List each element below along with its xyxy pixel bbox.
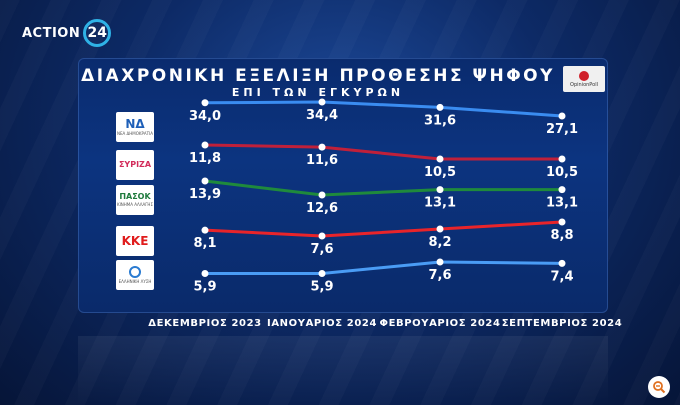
party-logo-label: ΣΥΡΙΖΑ [118, 160, 152, 169]
data-point [318, 191, 326, 199]
chart-subtitle: ΕΠΙ ΤΩΝ ΕΓΚΥΡΩΝ [231, 86, 405, 99]
data-point [201, 177, 209, 185]
data-point [201, 141, 209, 149]
data-point [436, 103, 444, 111]
channel-logo-circle: 24 [83, 19, 112, 47]
party-logo-subtitle: ΝΕΑ ΔΗΜΟΚΡΑΤΙΑ [116, 131, 153, 136]
pollster-logo-icon [579, 70, 589, 81]
syriza-logo-icon: ΣΥΡΙΖΑ [116, 150, 154, 180]
data-label: 8,2 [428, 235, 451, 250]
zoom-icon [653, 381, 666, 394]
channel-logo-text: ACTION [22, 25, 81, 41]
data-label: 5,9 [310, 280, 333, 295]
data-point [318, 232, 326, 240]
data-label: 13,1 [424, 196, 456, 211]
data-point [436, 225, 444, 233]
party-logo-subtitle: ΚΙΝΗΜΑ ΑΛΛΑΓΗΣ [117, 202, 153, 207]
zoom-button[interactable] [648, 376, 670, 398]
data-label: 5,9 [193, 280, 216, 295]
series-line [204, 220, 563, 238]
series-line [204, 179, 562, 197]
data-point [558, 112, 566, 120]
chart-title: ΔΙΑΧΡΟΝΙΚΗ ΕΞΕΛΙΞΗ ΠΡΟΘΕΣΗΣ ΨΗΦΟΥ [81, 66, 555, 86]
data-label: 27,1 [546, 122, 578, 137]
data-label: 10,5 [546, 165, 578, 180]
pasok-logo-icon: ΠΑΣΟΚ ΚΙΝΗΜΑ ΑΛΛΑΓΗΣ [116, 185, 154, 215]
data-point [436, 186, 444, 194]
floor-reflection [78, 336, 608, 405]
data-point [436, 258, 444, 266]
data-label: 34,0 [189, 109, 221, 124]
pollster-name: OpinionPoll [570, 81, 598, 88]
data-label: 7,6 [310, 242, 333, 257]
data-point [436, 155, 444, 163]
x-axis-tick-label: ΣΕΠΤΕΜΒΡΙΟΣ 2024 [501, 318, 623, 329]
data-label: 11,8 [189, 151, 221, 166]
data-point [318, 143, 326, 151]
data-label: 12,6 [306, 201, 338, 216]
data-label: 7,6 [428, 268, 451, 283]
data-label: 10,5 [424, 165, 456, 180]
x-axis-tick-label: ΦΕΒΡΟΥΑΡΙΟΣ 2024 [379, 318, 501, 329]
data-label: 7,4 [550, 269, 573, 284]
data-point [558, 259, 566, 267]
series-line [205, 260, 563, 275]
channel-logo: ACTION 24 [22, 18, 112, 48]
nd-logo-icon: ΝΔ ΝΕΑ ΔΗΜΟΚΡΑΤΙΑ [116, 112, 154, 142]
data-point [201, 226, 209, 234]
data-label: 8,1 [193, 236, 216, 251]
party-logo-label: ΠΑΣΟΚ [119, 192, 151, 201]
data-label: 13,9 [189, 187, 221, 202]
data-point [558, 218, 566, 226]
pollster-logo: OpinionPoll [563, 66, 605, 92]
party-logo-label: ΚΚΕ [121, 234, 149, 248]
party-logo-subtitle: ΕΛΛΗΝΙΚΗ ΛΥΣΗ [118, 279, 152, 284]
data-label: 11,6 [306, 153, 338, 168]
data-point [318, 270, 326, 277]
party-logo-label: ΝΔ [125, 117, 145, 131]
channel-logo-number: 24 [87, 25, 107, 41]
data-point [201, 99, 209, 107]
party-logo-emblem [129, 266, 141, 278]
data-label: 34,4 [306, 108, 338, 123]
kke-logo-icon: ΚΚΕ [116, 226, 154, 256]
x-axis-tick-label: ΔΕΚΕΜΒΡΙΟΣ 2023 [148, 318, 262, 329]
series-line [204, 143, 562, 161]
data-label: 13,1 [546, 196, 578, 211]
data-point [318, 98, 326, 106]
series-line [204, 100, 563, 118]
x-axis-tick-label: ΙΑΝΟΥΑΡΙΟΣ 2024 [266, 318, 378, 329]
elliniki-lysi-logo-icon: ΕΛΛΗΝΙΚΗ ΛΥΣΗ [116, 260, 154, 290]
data-point [558, 155, 566, 163]
data-point [201, 270, 209, 277]
data-point [558, 186, 566, 194]
data-label: 31,6 [424, 113, 456, 128]
data-label: 8,8 [550, 228, 573, 243]
